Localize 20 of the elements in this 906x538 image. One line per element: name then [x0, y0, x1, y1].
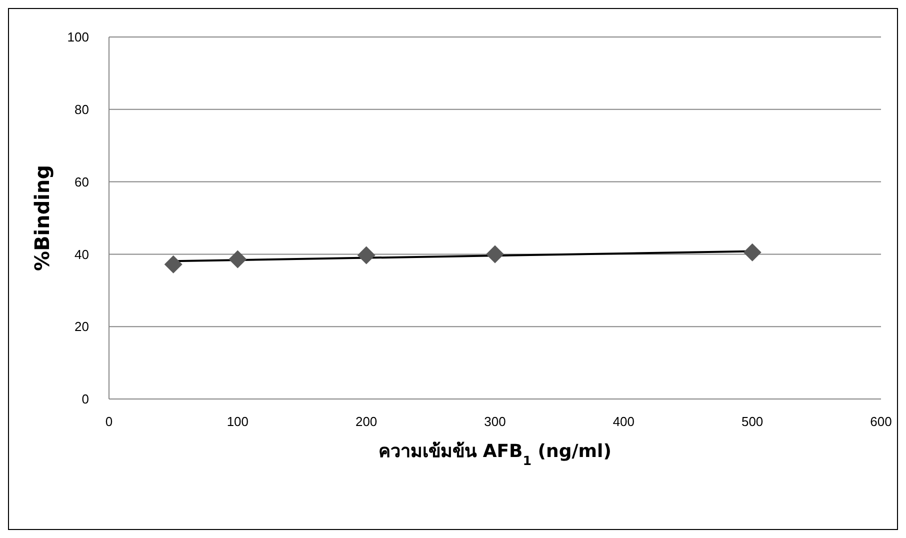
y-tick-label: 80 — [74, 102, 89, 118]
point — [228, 250, 247, 268]
y-tick-label: 0 — [82, 392, 89, 407]
point — [357, 246, 376, 264]
y-tick-label: 100 — [67, 30, 89, 45]
x-tick-label: 0 — [105, 414, 113, 430]
x-axis-title: ความเข้มข้น AFB$_{1}$ (ng/ml) — [378, 441, 612, 468]
x-tick-label: 300 — [484, 414, 506, 430]
x-tick-label: 500 — [741, 414, 764, 430]
x-tick-label: 400 — [612, 414, 635, 430]
y-tick-label: 20 — [74, 319, 89, 334]
x-tick-label: 600 — [870, 414, 892, 430]
point — [164, 255, 182, 274]
y-tick-label: 40 — [74, 246, 89, 262]
point — [486, 245, 504, 264]
y-axis-title: %Binding — [30, 164, 54, 272]
x-tick-label: 200 — [355, 414, 378, 430]
y-tick-label: 60 — [74, 174, 89, 190]
x-tick-label: 100 — [226, 414, 249, 430]
point — [743, 243, 762, 262]
